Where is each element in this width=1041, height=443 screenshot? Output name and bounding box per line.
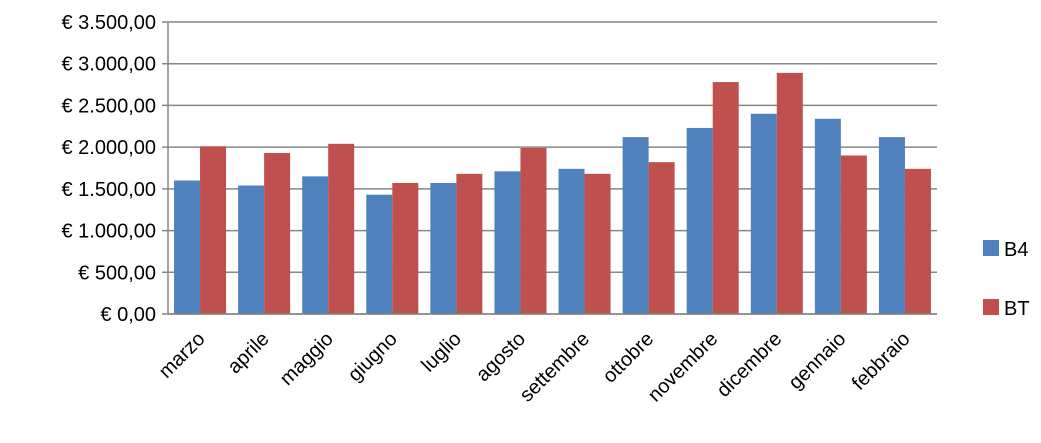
y-tick-label: € 1.000,00 <box>61 221 156 243</box>
bar-bt-giugno <box>392 183 418 314</box>
legend-swatch-b4 <box>983 240 999 256</box>
x-tick-label: dicembre <box>713 328 787 402</box>
bar-bt-settembre <box>585 174 611 314</box>
x-tick-label: aprile <box>224 328 274 378</box>
y-tick-label: € 3.000,00 <box>61 54 156 76</box>
legend: B4 BT <box>983 239 1030 320</box>
y-tick-label: € 2.500,00 <box>61 95 156 117</box>
bar-b4-marzo <box>174 181 200 314</box>
x-tick-label: novembre <box>644 328 722 406</box>
bar-b4-luglio <box>430 183 456 314</box>
x-tick-label: maggio <box>276 328 338 390</box>
x-tick-label: gennaio <box>785 328 851 394</box>
y-tick-label: € 3.500,00 <box>61 12 156 34</box>
bar-b4-gennaio <box>815 119 841 314</box>
y-tick-label: € 2.000,00 <box>61 137 156 159</box>
legend-label-bt: BT <box>1004 298 1030 320</box>
bars <box>174 73 931 314</box>
bar-bt-maggio <box>328 144 354 314</box>
legend-label-b4: B4 <box>1004 239 1028 261</box>
bar-bt-aprile <box>264 153 290 314</box>
x-tick-label: ottobre <box>599 328 659 388</box>
bar-b4-novembre <box>687 128 713 314</box>
x-axis: marzo aprile maggio giugno luglio agostosette… <box>155 314 937 406</box>
x-tick-label: luglio <box>417 328 466 377</box>
bar-bt-dicembre <box>777 73 803 314</box>
x-tick-label: agosto <box>472 328 530 386</box>
bar-bt-marzo <box>200 146 226 314</box>
x-tick-label: settembre <box>516 328 594 406</box>
bar-bt-novembre <box>713 82 739 314</box>
bar-bt-luglio <box>456 174 482 314</box>
x-tick-label: giugno <box>344 328 402 386</box>
y-tick-label: € 500,00 <box>78 262 156 284</box>
bar-b4-giugno <box>366 195 392 314</box>
bar-b4-agosto <box>494 171 520 314</box>
bar-b4-dicembre <box>751 114 777 314</box>
y-axis: € 0,00 € 500,00 € 1.000,00 € 1.500,00 € 2.00… <box>61 12 168 326</box>
y-tick-label: € 0,00 <box>100 304 156 326</box>
x-tick-label: marzo <box>155 328 210 383</box>
y-tick-label: € 1.500,00 <box>61 179 156 201</box>
bar-bt-agosto <box>520 148 546 314</box>
legend-swatch-bt <box>983 299 999 315</box>
bar-b4-ottobre <box>623 137 649 314</box>
bar-b4-febbraio <box>879 137 905 314</box>
bar-bt-ottobre <box>649 162 675 314</box>
bar-b4-maggio <box>302 176 328 314</box>
x-tick-label: febbraio <box>848 328 915 395</box>
bar-bt-gennaio <box>841 155 867 314</box>
bar-b4-settembre <box>559 169 585 314</box>
bar-b4-aprile <box>238 186 264 314</box>
bar-bt-febbraio <box>905 169 931 314</box>
